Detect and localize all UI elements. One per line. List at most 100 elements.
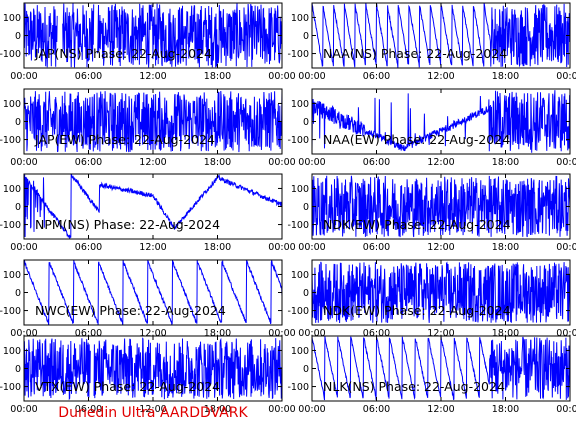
y-tick-label: -100	[0, 306, 21, 317]
x-tick-label: 12:00	[427, 71, 454, 82]
x-tick-label: 12:00	[427, 328, 454, 339]
x-tick-label: 00:00	[268, 71, 295, 82]
x-tick-label: 12:00	[427, 157, 454, 168]
y-tick-label: -100	[0, 49, 21, 60]
series-line	[312, 175, 570, 238]
x-tick-label: 00:00	[298, 157, 325, 168]
x-tick-label: 18:00	[204, 404, 231, 415]
x-tick-label: 00:00	[556, 157, 576, 168]
y-tick-label: 100	[291, 13, 309, 24]
y-tick-label: 100	[291, 184, 309, 195]
chart-panel: 100 0 -100 00:00 06:00 12:00 18:00 00:00 VTX(EW)…	[0, 335, 296, 415]
y-tick-label: 100	[3, 99, 21, 110]
chart-panel: 100 0 -100 00:00 06:00 12:00 18:00 00:00 NDK(EW)…	[287, 173, 576, 253]
x-tick-label: 12:00	[139, 157, 166, 168]
chart-title: NAA(EW) Phase: 22-Aug-2024	[323, 132, 510, 147]
x-tick-label: 06:00	[363, 328, 390, 339]
y-tick-label: 0	[303, 364, 309, 375]
x-tick-label: 18:00	[492, 328, 519, 339]
y-tick-label: -100	[0, 135, 21, 146]
x-tick-label: 06:00	[363, 404, 390, 415]
y-tick-label: 0	[15, 117, 21, 128]
x-tick-label: 00:00	[10, 404, 37, 415]
x-tick-label: 00:00	[10, 328, 37, 339]
x-tick-label: 00:00	[268, 242, 295, 253]
y-tick-label: 0	[15, 364, 21, 375]
chart-title: NLK(NS) Phase: 22-Aug-2024	[323, 379, 505, 394]
x-tick-label: 18:00	[492, 404, 519, 415]
chart-title: JAP(EW) Phase: 22-Aug-2024	[34, 132, 215, 147]
chart-panel: 100 0 -100 00:00 06:00 12:00 18:00 00:00 NAA(NS)…	[287, 2, 576, 82]
x-tick-label: 06:00	[75, 71, 102, 82]
chart-title: JAP(NS) Phase: 22-Aug-2024	[34, 46, 212, 61]
chart-title: NDK(EW) Phase: 22-Aug-2024	[323, 217, 511, 232]
x-tick-label: 00:00	[556, 404, 576, 415]
x-tick-label: 06:00	[363, 242, 390, 253]
chart-panel: 100 0 -100 00:00 06:00 12:00 18:00 00:00 NAA(EW)…	[287, 88, 576, 168]
y-tick-label: -100	[287, 49, 309, 60]
x-tick-label: 00:00	[298, 71, 325, 82]
y-tick-label: -100	[287, 135, 309, 146]
chart-title: VTX(EW) Phase: 22-Aug-2024	[35, 379, 220, 394]
x-tick-label: 06:00	[363, 71, 390, 82]
y-tick-label: 100	[291, 99, 309, 110]
x-tick-label: 06:00	[75, 157, 102, 168]
x-tick-label: 00:00	[298, 242, 325, 253]
chart-panel: 100 0 -100 00:00 06:00 12:00 18:00 00:00 NLK(NS)…	[287, 335, 576, 415]
x-tick-label: 06:00	[363, 157, 390, 168]
y-tick-label: 0	[303, 288, 309, 299]
x-tick-label: 00:00	[10, 71, 37, 82]
series-line	[24, 174, 282, 239]
footer-label: Dunedin Ultra AARDDVARK	[58, 405, 248, 421]
y-tick-label: 100	[3, 184, 21, 195]
x-tick-label: 00:00	[556, 242, 576, 253]
x-tick-label: 12:00	[139, 328, 166, 339]
y-tick-label: -100	[0, 220, 21, 231]
y-tick-label: 0	[303, 31, 309, 42]
y-tick-label: -100	[287, 220, 309, 231]
x-tick-label: 12:00	[139, 71, 166, 82]
chart-title: NPM(NS) Phase: 22-Aug-2024	[35, 217, 220, 232]
chart-title: NDK(EW) Phase: 22-Aug-2024	[323, 303, 511, 318]
x-tick-label: 18:00	[492, 242, 519, 253]
x-tick-label: 18:00	[204, 242, 231, 253]
x-tick-label: 06:00	[75, 242, 102, 253]
x-tick-label: 00:00	[298, 404, 325, 415]
series-line	[24, 337, 282, 401]
chart-panel: 100 0 -100 00:00 06:00 12:00 18:00 00:00 NPM(NS)…	[0, 173, 296, 253]
y-tick-label: -100	[287, 382, 309, 393]
y-tick-label: 0	[303, 117, 309, 128]
x-tick-label: 00:00	[268, 328, 295, 339]
y-tick-label: 0	[15, 288, 21, 299]
x-tick-label: 18:00	[492, 157, 519, 168]
x-tick-label: 00:00	[10, 157, 37, 168]
x-tick-label: 00:00	[268, 404, 295, 415]
y-tick-label: 100	[291, 270, 309, 281]
y-tick-label: -100	[0, 382, 21, 393]
x-tick-label: 18:00	[204, 71, 231, 82]
x-tick-label: 00:00	[268, 157, 295, 168]
x-tick-label: 00:00	[556, 328, 576, 339]
chart-panel: 100 0 -100 00:00 06:00 12:00 18:00 00:00 JAP(EW)…	[0, 88, 296, 168]
x-tick-label: 00:00	[10, 242, 37, 253]
chart-panel: 100 0 -100 00:00 06:00 12:00 18:00 00:00 NWC(EW)…	[0, 259, 296, 339]
chart-panel: 100 0 -100 00:00 06:00 12:00 18:00 00:00 JAP(NS)…	[0, 2, 296, 82]
x-tick-label: 00:00	[556, 71, 576, 82]
x-tick-label: 12:00	[427, 404, 454, 415]
x-tick-label: 12:00	[427, 242, 454, 253]
series-line	[312, 90, 570, 153]
series-line	[24, 260, 282, 325]
y-tick-label: 0	[15, 202, 21, 213]
chart-title: NAA(NS) Phase: 22-Aug-2024	[323, 46, 507, 61]
series-line	[312, 261, 570, 324]
chart-panel: 100 0 -100 00:00 06:00 12:00 18:00 00:00 NDK(EW)…	[287, 259, 576, 339]
x-tick-label: 18:00	[204, 328, 231, 339]
y-tick-label: 0	[303, 202, 309, 213]
y-tick-label: 100	[3, 270, 21, 281]
series-line	[24, 3, 282, 68]
y-tick-label: 100	[3, 13, 21, 24]
x-tick-label: 06:00	[75, 328, 102, 339]
y-tick-label: 0	[15, 31, 21, 42]
x-tick-label: 18:00	[204, 157, 231, 168]
